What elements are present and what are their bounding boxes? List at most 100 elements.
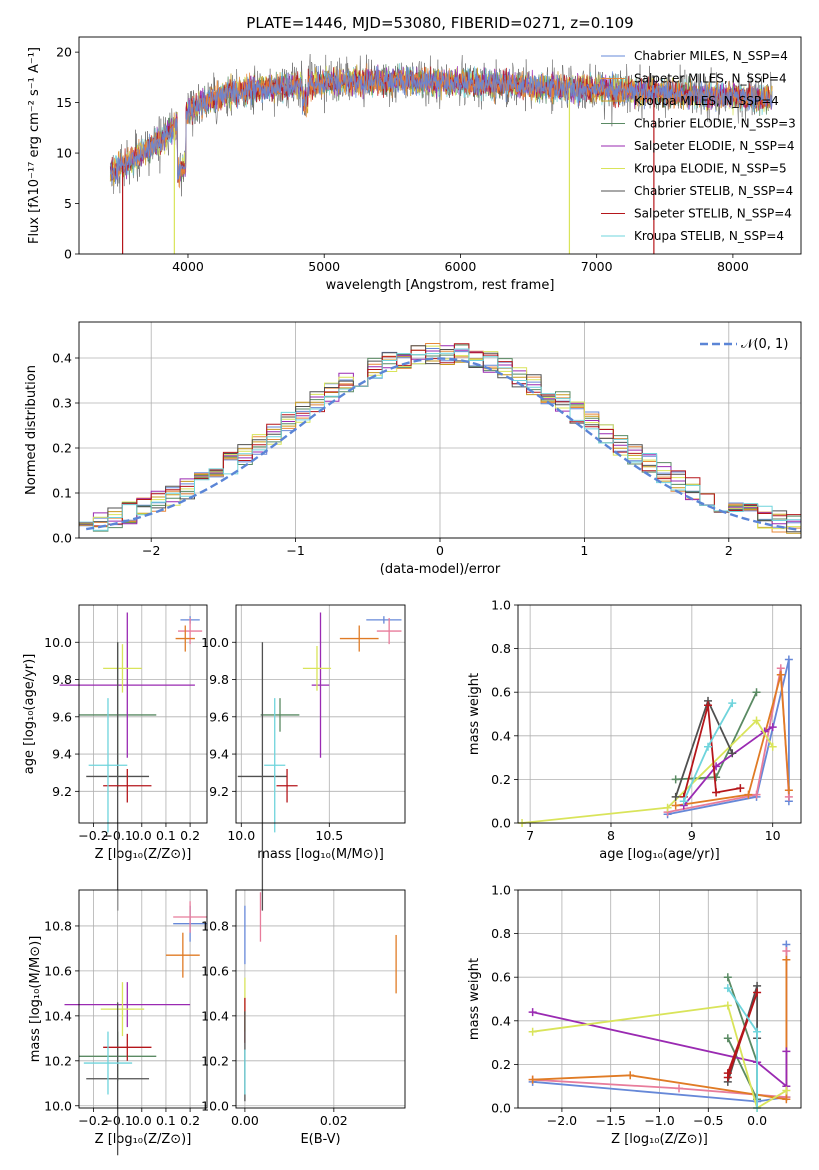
y-tick-label: 0.2 — [52, 441, 72, 456]
errorbar-point — [260, 698, 300, 732]
weight-line — [521, 719, 774, 824]
plus-marker — [679, 797, 688, 806]
y-tick-label: 0.0 — [52, 531, 72, 546]
plus-marker — [784, 655, 793, 664]
y-tick-label: 0.3 — [52, 396, 72, 411]
y-tick-label: 10.0 — [201, 635, 229, 650]
y-tick-label: 10.8 — [44, 918, 72, 933]
x-tick-label: −2 — [142, 543, 160, 558]
errorbar-point — [366, 616, 402, 624]
x-tick-label: 0.0 — [132, 1113, 152, 1128]
plus-marker — [752, 716, 761, 725]
plus-marker — [723, 1069, 732, 1078]
histogram-step — [79, 343, 801, 527]
y-tick-label: 0.1 — [52, 486, 72, 501]
plus-marker — [704, 701, 713, 710]
axes-frame — [78, 321, 802, 539]
weight-line — [532, 959, 788, 1101]
y-tick-label: 0.4 — [491, 1013, 511, 1028]
errorbar-point — [175, 625, 195, 652]
grid-lines — [236, 890, 405, 1108]
errorbar-point — [103, 768, 152, 803]
errorbar-point — [276, 768, 298, 803]
weight-series — [723, 984, 762, 1112]
plus-marker — [776, 670, 785, 679]
y-tick-label: 0.0 — [491, 816, 511, 831]
errorbar-point — [86, 1002, 150, 1156]
plus-marker — [782, 955, 791, 964]
plus-marker — [782, 1086, 791, 1095]
x-tick-label: 10.5 — [315, 828, 343, 843]
x-axis-label: mass [log₁₀(M/M⊙)] — [257, 847, 384, 862]
weight-line — [532, 1004, 787, 1110]
errorbar-point — [264, 698, 286, 833]
plot-area — [237, 612, 402, 911]
histogram-step — [79, 345, 801, 533]
x-axis-label: age [log₁₀(age/yr)] — [599, 847, 720, 862]
x-tick-label: 0.2 — [180, 828, 200, 843]
x-axis-label: (data-model)/error — [380, 562, 501, 577]
errorbar-point — [376, 618, 402, 645]
y-tick-label: 0.8 — [491, 641, 511, 656]
y-tick-label: 9.4 — [209, 747, 229, 762]
chart-title: PLATE=1446, MJD=53080, FIBERID=0271, z=0… — [246, 14, 633, 32]
legend-label: Chabrier STELIB, N_SSP=4 — [634, 184, 793, 198]
y-tick-label: 1.0 — [491, 598, 511, 613]
legend: Chabrier MILES, N_SSP=4 Salpeter MILES, N… — [601, 49, 796, 243]
x-tick-label: −1.5 — [596, 1113, 626, 1128]
legend-label: Chabrier ELODIE, N_SSP=3 — [634, 117, 796, 131]
plus-marker — [768, 723, 777, 732]
x-axis-label: Z [log₁₀(Z/Z⊙)] — [611, 1132, 708, 1147]
errorbar-point — [86, 642, 150, 911]
y-tick-label: 9.8 — [209, 672, 229, 687]
plot-area — [109, 54, 773, 254]
y-tick-label: 10.2 — [201, 1053, 229, 1068]
y-tick-label: 0.6 — [491, 685, 511, 700]
plus-marker — [753, 988, 762, 997]
chart-panel-1: −2 −1 0 1 2 0.0 0.1 0.2 0.3 0.4 (data-model)/error… — [24, 321, 802, 577]
plus-marker — [528, 1075, 537, 1084]
errorbar-point — [173, 901, 207, 933]
plot-area — [79, 343, 801, 534]
y-tick-label: 9.6 — [52, 709, 72, 724]
plus-marker — [712, 773, 721, 782]
errorbar-point — [64, 982, 191, 1028]
grid-lines — [79, 605, 207, 823]
weight-series — [679, 699, 737, 806]
chart-panel-0: 4000 5000 6000 7000 8000 0 5 10 15 20 wavelength [… — [27, 14, 802, 293]
y-tick-label: 9.2 — [52, 784, 72, 799]
y-tick-label: 5 — [64, 196, 72, 211]
plot-area — [518, 655, 793, 827]
y-tick-label: 9.6 — [209, 709, 229, 724]
errorbar-point — [311, 612, 330, 758]
x-tick-label: 0.0 — [747, 1113, 767, 1128]
weight-series — [528, 955, 791, 1104]
weight-line — [682, 705, 741, 798]
y-tick-label: 0.2 — [491, 1057, 511, 1072]
y-tick-label: 10.6 — [44, 963, 72, 978]
weight-series — [723, 988, 762, 1082]
y-tick-label: 10 — [56, 146, 72, 161]
axes-frame — [235, 889, 406, 1109]
axes-frame — [78, 604, 208, 824]
plus-marker — [744, 790, 753, 799]
y-tick-label: 0.8 — [491, 926, 511, 941]
x-axis-label: Z [log₁₀(Z/Z⊙)] — [95, 1132, 192, 1147]
normal-reference-curve — [86, 357, 801, 532]
legend-label: Salpeter MILES, N_SSP=4 — [634, 72, 787, 86]
x-tick-label: −0.2 — [78, 1113, 108, 1128]
errorbar-point — [83, 1031, 133, 1095]
errorbar-point — [165, 932, 200, 978]
plus-marker — [712, 788, 721, 797]
axes-frame — [517, 604, 802, 824]
spectrum-line — [109, 63, 773, 189]
x-tick-label: 10.0 — [227, 828, 255, 843]
plot-area — [244, 892, 397, 1102]
plus-marker — [723, 1034, 732, 1043]
plus-marker — [782, 1047, 791, 1056]
x-tick-label: 4000 — [172, 259, 204, 274]
errorbar-point — [59, 612, 195, 758]
errorbar-point — [103, 644, 142, 693]
x-axis-label: E(B-V) — [300, 1132, 340, 1147]
plus-marker — [671, 792, 680, 801]
